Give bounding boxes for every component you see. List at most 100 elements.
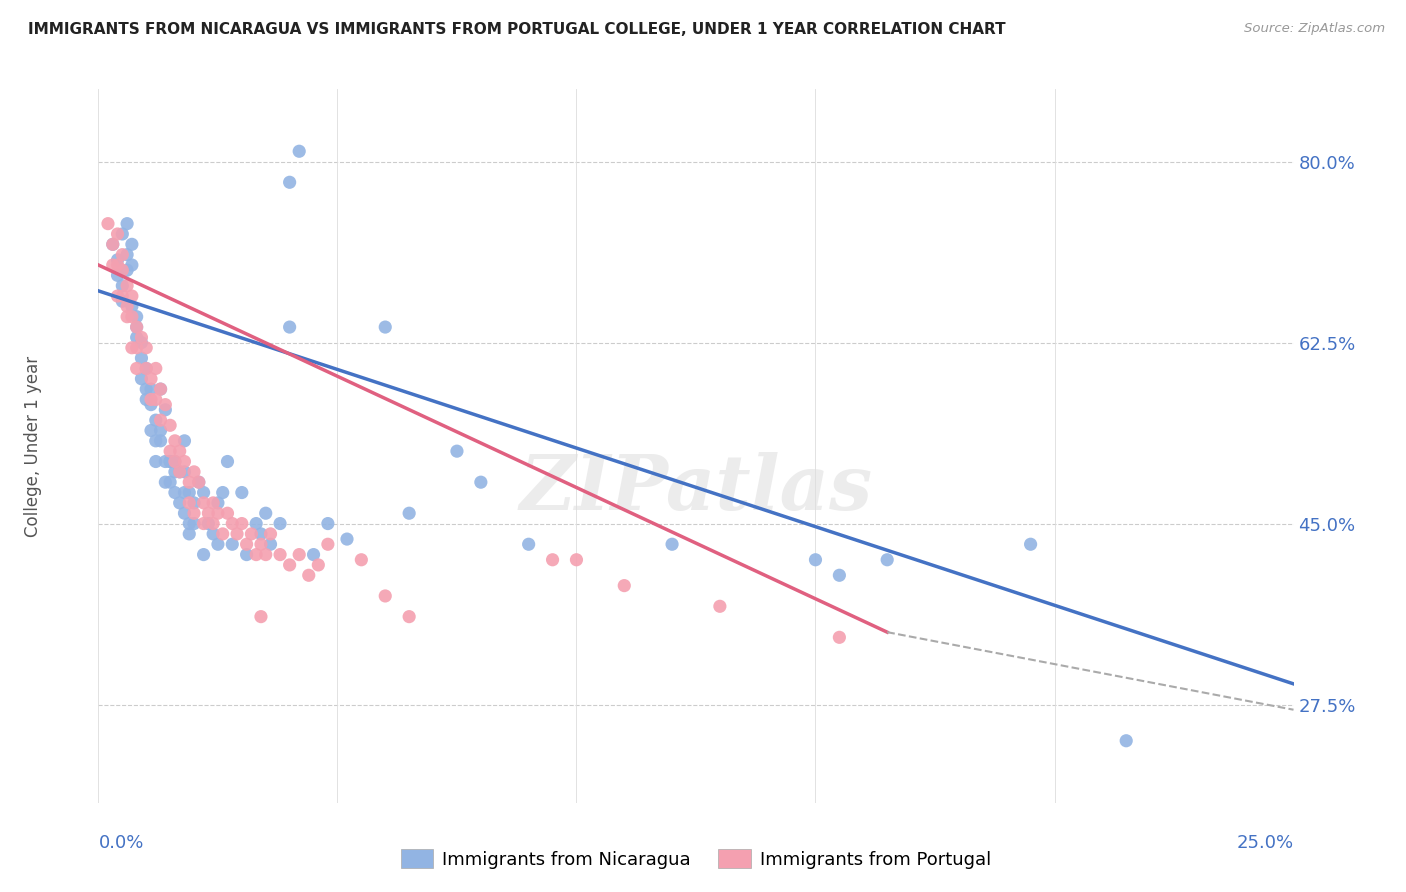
Point [125, 320, 148, 334]
Point [163, 485, 186, 500]
Point [565, 553, 588, 567]
Point [316, 537, 339, 551]
Point [231, 516, 253, 531]
Point [149, 424, 172, 438]
Point [163, 434, 186, 448]
Point [111, 248, 134, 262]
Point [101, 237, 124, 252]
Point [517, 537, 540, 551]
Point [183, 516, 205, 531]
Point [1115, 733, 1137, 747]
Point [179, 475, 201, 490]
Point [709, 599, 731, 614]
Point [131, 335, 153, 350]
Point [139, 424, 162, 438]
Point [316, 516, 339, 531]
Point [173, 465, 195, 479]
Point [613, 579, 636, 593]
Point [211, 527, 233, 541]
Point [245, 548, 267, 562]
Point [115, 278, 138, 293]
Point [876, 553, 898, 567]
Point [183, 496, 205, 510]
Point [115, 263, 138, 277]
Point [155, 402, 177, 417]
Legend: Immigrants from Nicaragua, Immigrants from Portugal: Immigrants from Nicaragua, Immigrants fr… [394, 841, 998, 876]
Point [179, 496, 201, 510]
Point [131, 372, 153, 386]
Point [217, 506, 239, 520]
Point [139, 382, 162, 396]
Point [163, 454, 186, 468]
Point [121, 341, 143, 355]
Point [155, 454, 177, 468]
Point [541, 553, 564, 567]
Point [207, 496, 229, 510]
Point [173, 454, 195, 468]
Point [193, 516, 215, 531]
Point [179, 527, 201, 541]
Point [288, 548, 311, 562]
Point [202, 527, 225, 541]
Point [269, 516, 291, 531]
Point [159, 475, 181, 490]
Point [235, 548, 257, 562]
Point [169, 465, 191, 479]
Point [125, 361, 148, 376]
Point [121, 237, 143, 252]
Point [101, 258, 124, 272]
Point [145, 434, 167, 448]
Point [254, 548, 277, 562]
Point [139, 372, 162, 386]
Point [183, 465, 205, 479]
Point [470, 475, 492, 490]
Point [135, 341, 157, 355]
Text: 0.0%: 0.0% [98, 834, 143, 852]
Point [278, 320, 301, 334]
Point [250, 609, 273, 624]
Point [307, 558, 329, 572]
Point [155, 475, 177, 490]
Point [149, 382, 172, 396]
Point [207, 506, 229, 520]
Point [97, 217, 120, 231]
Point [259, 537, 281, 551]
Point [661, 537, 683, 551]
Point [179, 485, 201, 500]
Point [145, 413, 167, 427]
Point [169, 465, 191, 479]
Point [336, 532, 359, 546]
Point [121, 310, 143, 324]
Point [131, 330, 153, 344]
Point [163, 454, 186, 468]
Point [240, 527, 263, 541]
Point [135, 392, 157, 407]
Point [159, 454, 181, 468]
Point [107, 258, 129, 272]
Point [121, 258, 143, 272]
Point [173, 485, 195, 500]
Point [202, 496, 225, 510]
Point [259, 527, 281, 541]
Point [245, 516, 267, 531]
Point [115, 248, 138, 262]
Point [804, 553, 827, 567]
Point [197, 516, 219, 531]
Point [169, 496, 191, 510]
Point [139, 392, 162, 407]
Point [125, 341, 148, 355]
Point [193, 485, 215, 500]
Point [828, 630, 851, 644]
Point [107, 252, 129, 267]
Point [115, 310, 138, 324]
Point [111, 278, 134, 293]
Point [193, 496, 215, 510]
Point [193, 548, 215, 562]
Point [149, 434, 172, 448]
Point [288, 145, 311, 159]
Point [145, 454, 167, 468]
Point [221, 516, 243, 531]
Point [163, 465, 186, 479]
Point [278, 558, 301, 572]
Point [302, 548, 325, 562]
